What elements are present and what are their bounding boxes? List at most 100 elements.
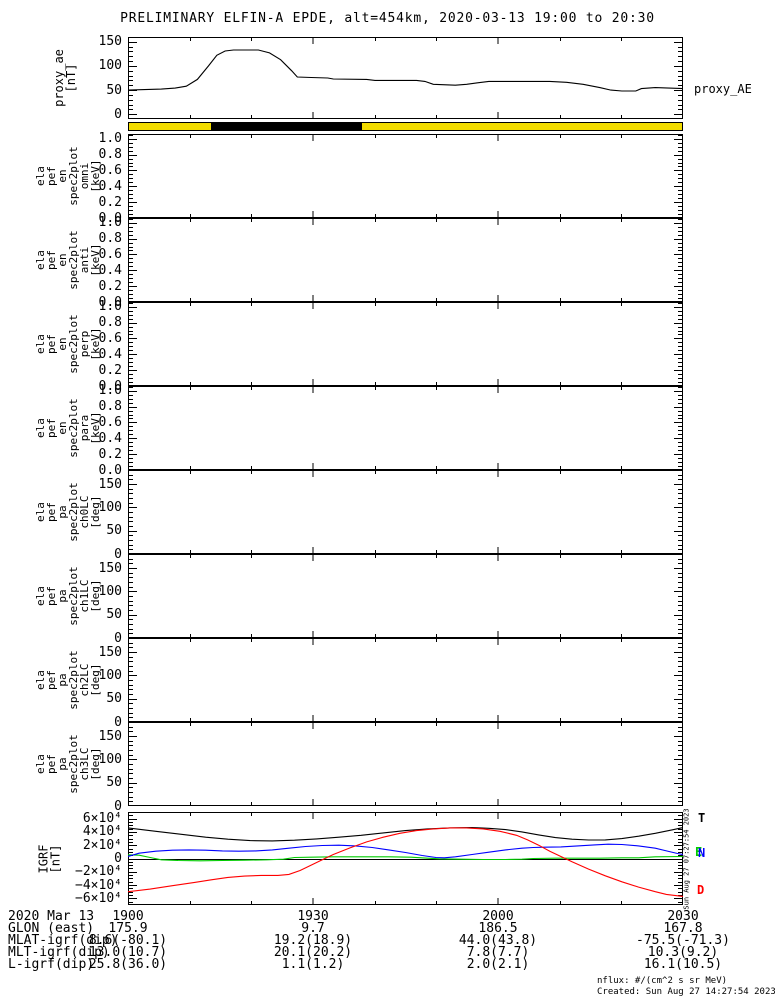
row-label-lshell: L-igrf(dip): [8, 957, 95, 972]
bottom-row-lshell: L-igrf(dip) 25.8(36.0) 1.1(1.2) 2.0(2.1)…: [0, 957, 775, 972]
footer: nflux: #/(cm^2 s sr MeV) Created: Sun Au…: [597, 976, 775, 998]
bottom-row-mlt: MLT-igrf(dip) 13.0(10.7) 20.1(20.2) 7.8(…: [0, 945, 775, 960]
anti-ytick-label: 0.4: [98, 262, 122, 278]
igrf-legend-D: D: [697, 883, 705, 897]
ch3LC-ytick-label: 100: [98, 751, 122, 767]
row-label-mlat: MLAT-igrf(dip): [8, 933, 118, 948]
anti-axis-label: ela pef en spec2plot anti [keV]: [30, 218, 106, 302]
bottom-row-glon: GLON (east) 175.9 9.7 186.5 167.8: [0, 921, 775, 936]
ch0LC-axis-label: ela pef pa spec2plot ch0LC [deg]: [30, 470, 106, 554]
omni-ytick-label: 0.4: [98, 178, 122, 194]
mlt-value: 10.3(9.2): [647, 945, 719, 960]
igrf-ytick-label: 2×10⁴: [82, 837, 122, 853]
ch2LC-ytick-label: 150: [98, 644, 122, 660]
ch0LC-axis-label-text: ela pef pa spec2plot ch0LC [deg]: [33, 482, 102, 542]
row-label-glon: GLON (east): [8, 921, 95, 936]
row-label-date: 2020 Mar 13: [8, 909, 95, 924]
omni-ytick-label: 1.0: [98, 131, 122, 147]
mlat-value: 19.2(18.9): [273, 933, 353, 948]
igrf-ytick-label: 4×10⁴: [82, 824, 122, 840]
omni-ytick-label: 0.8: [98, 147, 122, 163]
anti-ytick-label: 0.2: [98, 278, 122, 294]
ch1LC-ytick-label: 50: [106, 607, 122, 623]
proxy-ae-ytick-label: 100: [98, 58, 122, 74]
row-label-mlt: MLT-igrf(dip): [8, 945, 110, 960]
perp-axis-label-text: ela pef en spec2plot perp [keV]: [33, 314, 102, 374]
proxy-ae-axis-label: proxy_ae [nT]: [36, 37, 94, 119]
igrf-ytick-label: −6×10⁴: [75, 890, 122, 906]
ch0LC-plot-canvas: [128, 470, 683, 554]
mlat-value: 44.0(43.8): [458, 933, 538, 948]
igrf-trace-E: [128, 854, 683, 862]
para-ytick-label: 0.4: [98, 430, 122, 446]
perp-ytick-label: 0.2: [98, 362, 122, 378]
ch3LC-ytick-label: 0: [114, 798, 122, 814]
perp-ytick-label: 0.4: [98, 346, 122, 362]
ch1LC-ytick-label: 100: [98, 583, 122, 599]
omni-ytick-label: 0.2: [98, 194, 122, 210]
ch2LC-axis-label: ela pef pa spec2plot ch2LC [deg]: [30, 638, 106, 722]
para-ytick-label: 0.6: [98, 414, 122, 430]
igrf-ytick-label: 0: [114, 851, 122, 866]
ch2LC-axis-label-text: ela pef pa spec2plot ch2LC [deg]: [33, 650, 102, 710]
ch3LC-axis-label-text: ela pef pa spec2plot ch3LC [deg]: [33, 734, 102, 794]
anti-axis-label-text: ela pef en spec2plot anti [keV]: [33, 230, 102, 290]
para-axis-label: ela pef en spec2plot para [keV]: [30, 386, 106, 470]
perp-plot-canvas: [128, 302, 683, 386]
time-tick-label: 1930: [297, 909, 329, 924]
lshell-value: 16.1(10.5): [643, 957, 723, 972]
glon-value: 186.5: [478, 921, 518, 936]
ch2LC-ytick-label: 0: [114, 714, 122, 730]
anti-plot-canvas: [128, 218, 683, 302]
perp-ytick-label: 0.8: [98, 315, 122, 331]
mlt-value: 7.8(7.7): [466, 945, 530, 960]
igrf-axis-label-text: IGRF [nT]: [36, 844, 62, 873]
mlat-value: 8.6(-80.1): [88, 933, 168, 948]
para-ytick-label: 0.8: [98, 399, 122, 415]
ch2LC-ytick-label: 50: [106, 691, 122, 707]
bottom-row-time: 2020 Mar 13 1900 1930 2000 2030: [0, 909, 775, 924]
ch1LC-plot-canvas: [128, 554, 683, 638]
igrf-plot-canvas: [128, 812, 683, 905]
para-ytick-label: 0.0: [98, 462, 122, 478]
igrf-ytick-label: 6×10⁴: [82, 811, 122, 827]
bottom-row-mlat: MLAT-igrf(dip) 8.6(-80.1) 19.2(18.9) 44.…: [0, 933, 775, 948]
perp-axis-label: ela pef en spec2plot perp [keV]: [30, 302, 106, 386]
para-ytick-label: 1.0: [98, 383, 122, 399]
footer-units: nflux: #/(cm^2 s sr MeV): [597, 976, 728, 986]
mlt-value: 13.0(10.7): [88, 945, 168, 960]
para-ytick-label: 0.2: [98, 446, 122, 462]
plot-watermark-text: Sun Aug 27 07:27:54 2023: [682, 807, 691, 910]
lshell-value: 25.8(36.0): [88, 957, 168, 972]
time-tick-label: 2030: [667, 909, 699, 924]
proxy-ae-right-label: proxy_AE: [694, 82, 752, 96]
ch0LC-ytick-label: 100: [98, 499, 122, 515]
omni-ytick-label: 0.6: [98, 162, 122, 178]
para-axis-label-text: ela pef en spec2plot para [keV]: [33, 398, 102, 458]
plot-watermark-box: Sun Aug 27 07:27:54 2023: [680, 808, 693, 909]
anti-ytick-label: 0.8: [98, 231, 122, 247]
ch1LC-ytick-label: 150: [98, 560, 122, 576]
ch0LC-ytick-label: 0: [114, 546, 122, 562]
perp-ytick-label: 1.0: [98, 299, 122, 315]
igrf-trace-N: [128, 843, 683, 859]
glon-value: 9.7: [301, 921, 325, 936]
footer-created: Created: Sun Aug 27 14:27:54 2023: [597, 987, 775, 997]
para-plot-canvas: [128, 386, 683, 470]
mlat-value: -75.5(-71.3): [636, 933, 730, 948]
omni-ytick-label: 0.0: [98, 210, 122, 226]
anti-ytick-label: 0.0: [98, 294, 122, 310]
igrf-trace-D: [128, 827, 683, 897]
omni-axis-label: ela pef en spec2plot omni [keV]: [30, 134, 106, 218]
proxy-ae-plot-canvas: [128, 37, 683, 119]
ch1LC-axis-label: ela pef pa spec2plot ch1LC [deg]: [30, 554, 106, 638]
omni-axis-label-text: ela pef en spec2plot omni [keV]: [33, 146, 102, 206]
proxy-ae-ytick-label: 0: [114, 106, 122, 122]
time-tick-label: 1900: [112, 909, 144, 924]
ch2LC-plot-canvas: [128, 638, 683, 722]
page-title: PRELIMINARY ELFIN-A EPDE, alt=454km, 202…: [120, 11, 655, 26]
igrf-legend-N: N: [698, 846, 706, 860]
ch3LC-ytick-label: 150: [98, 728, 122, 744]
